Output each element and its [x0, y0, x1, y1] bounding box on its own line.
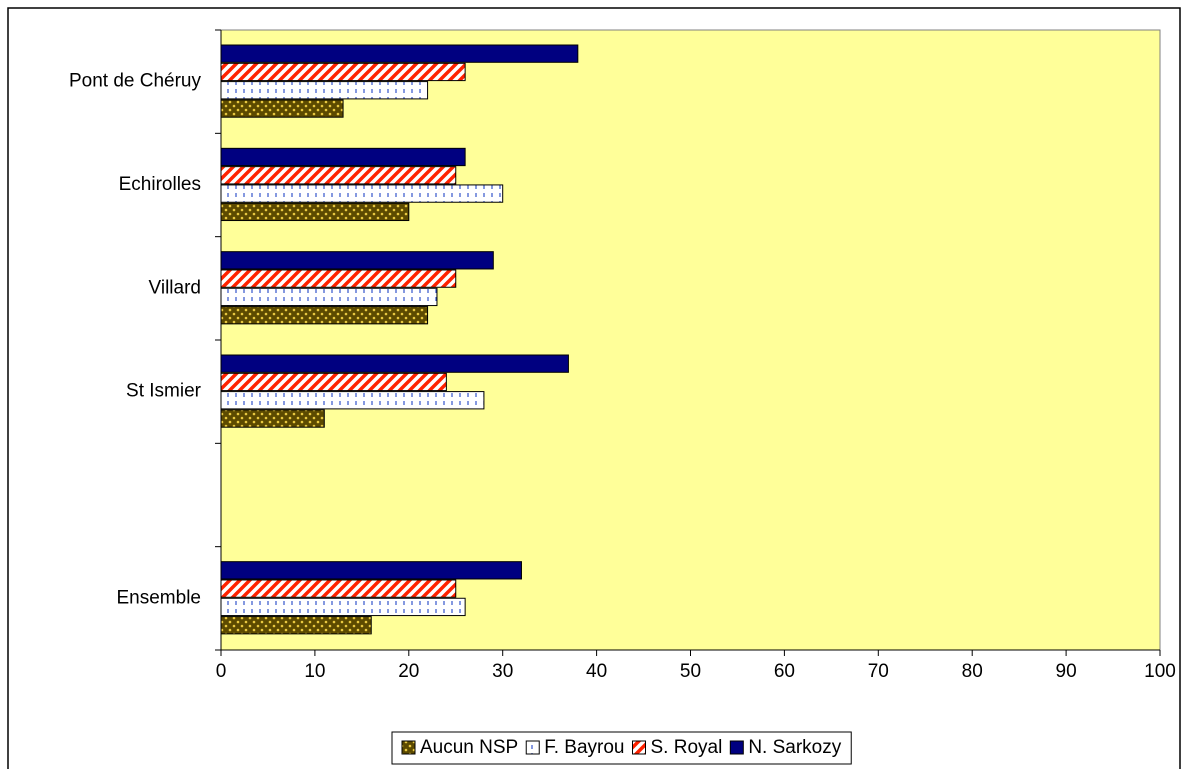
legend-swatch — [729, 740, 744, 755]
y-tick-label: Ensemble — [117, 587, 202, 608]
x-tick-label: 80 — [962, 661, 983, 682]
x-tick-label: 70 — [868, 661, 889, 682]
x-tick-label: 10 — [304, 661, 325, 682]
bar — [220, 306, 429, 325]
x-tick-label: 100 — [1144, 661, 1176, 682]
legend-label: N. Sarkozy — [748, 737, 841, 758]
bar — [220, 99, 344, 118]
bar — [220, 269, 457, 288]
bar — [220, 166, 457, 185]
bar — [220, 147, 466, 167]
x-tick-label: 30 — [492, 661, 513, 682]
y-tick-label: Pont de Chéruy — [69, 71, 202, 92]
bar — [220, 44, 579, 63]
x-tick-label: 0 — [216, 661, 227, 682]
legend: Aucun NSP F. Bayrou S. Royal N. Sarkozy — [391, 731, 852, 765]
y-tick-label: Villard — [149, 277, 201, 298]
chart-border — [7, 7, 1181, 769]
legend-label: Aucun NSP — [420, 737, 518, 758]
x-tick-label: 20 — [398, 661, 419, 682]
legend-box — [391, 731, 852, 765]
y-tick-label: Echirolles — [119, 174, 201, 195]
bar — [220, 372, 447, 392]
x-tick-label: 40 — [586, 661, 607, 682]
legend-label: S. Royal — [651, 737, 723, 758]
x-tick-label: 50 — [680, 661, 701, 682]
legend-swatch — [632, 740, 646, 755]
bar — [220, 354, 569, 373]
bar — [220, 391, 485, 410]
y-tick-label: St Ismier — [126, 381, 202, 402]
bar — [220, 597, 466, 617]
bar — [220, 616, 372, 635]
legend-swatch — [525, 740, 540, 755]
legend-swatch — [401, 740, 416, 755]
bar — [220, 251, 494, 270]
plot-area — [220, 29, 1161, 651]
bar — [220, 81, 429, 100]
bar — [220, 579, 457, 598]
bar — [220, 202, 410, 222]
x-tick-label: 90 — [1056, 661, 1077, 682]
bar — [220, 287, 438, 307]
legend-label: F. Bayrou — [544, 737, 624, 758]
x-tick-label: 60 — [774, 661, 795, 682]
bar — [220, 184, 504, 203]
bar — [220, 62, 466, 82]
bar — [220, 409, 325, 428]
bar — [220, 561, 522, 580]
